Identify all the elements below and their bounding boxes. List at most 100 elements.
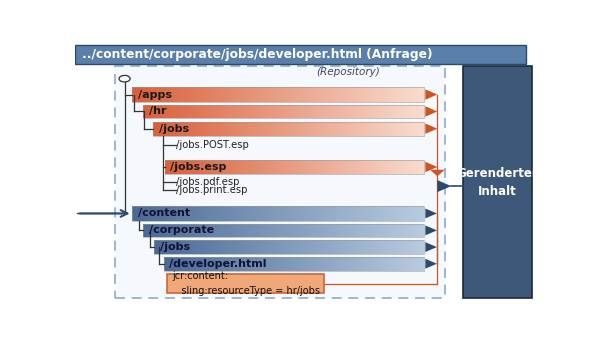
Bar <box>217 224 220 237</box>
Bar <box>299 240 303 254</box>
Bar <box>380 122 383 136</box>
Bar <box>380 87 384 102</box>
Bar <box>147 224 150 237</box>
Bar <box>393 240 397 254</box>
Bar <box>219 257 223 271</box>
Bar <box>361 105 364 118</box>
Bar <box>346 240 350 254</box>
Bar <box>249 87 253 102</box>
Bar <box>278 87 282 102</box>
Bar <box>378 257 381 271</box>
Bar <box>463 66 532 298</box>
Bar <box>326 122 329 136</box>
Bar <box>297 224 301 237</box>
Bar <box>164 257 424 271</box>
Bar <box>400 122 404 136</box>
Bar <box>231 105 235 118</box>
Bar <box>417 105 420 118</box>
Bar <box>185 224 189 237</box>
Bar <box>362 87 365 102</box>
Bar <box>404 122 407 136</box>
Bar <box>256 240 259 254</box>
Bar <box>336 240 340 254</box>
Bar <box>310 257 313 271</box>
Bar <box>395 257 398 271</box>
Text: Gerenderter
Inhalt: Gerenderter Inhalt <box>457 166 538 197</box>
Bar <box>223 87 227 102</box>
Bar <box>354 105 357 118</box>
Text: /jobs.print.esp: /jobs.print.esp <box>177 185 248 195</box>
Bar <box>150 105 153 118</box>
Bar <box>337 206 340 220</box>
Bar <box>401 257 404 271</box>
Bar <box>220 206 223 220</box>
Bar <box>177 122 180 136</box>
Bar <box>224 105 227 118</box>
Bar <box>362 206 365 220</box>
Bar <box>322 122 326 136</box>
Bar <box>170 122 174 136</box>
Bar <box>269 224 273 237</box>
Bar <box>203 105 207 118</box>
Bar <box>258 257 261 271</box>
Bar <box>185 105 189 118</box>
Bar <box>175 224 179 237</box>
Bar <box>268 122 272 136</box>
Bar <box>278 160 281 174</box>
Bar <box>370 122 373 136</box>
Bar <box>204 122 207 136</box>
Bar <box>311 87 315 102</box>
Bar <box>375 105 378 118</box>
Bar <box>319 105 322 118</box>
Bar <box>377 122 380 136</box>
Bar <box>395 87 398 102</box>
Bar <box>403 224 407 237</box>
Bar <box>272 240 276 254</box>
Bar <box>150 87 154 102</box>
Bar <box>306 122 309 136</box>
Bar <box>213 105 217 118</box>
Bar <box>253 160 256 174</box>
Bar <box>357 224 361 237</box>
Bar <box>205 87 209 102</box>
Bar <box>221 240 225 254</box>
Bar <box>391 206 395 220</box>
Bar <box>369 160 372 174</box>
Text: /jobs.POST.esp: /jobs.POST.esp <box>177 140 249 150</box>
Bar <box>420 122 424 136</box>
Bar <box>255 122 258 136</box>
Bar <box>181 160 184 174</box>
Bar <box>282 87 285 102</box>
Bar <box>280 224 284 237</box>
Bar <box>136 206 140 220</box>
Bar <box>209 206 213 220</box>
Bar <box>367 240 370 254</box>
Bar <box>154 206 158 220</box>
Bar <box>273 224 276 237</box>
Bar <box>286 240 289 254</box>
Bar <box>174 160 178 174</box>
Bar <box>285 206 289 220</box>
Bar <box>349 257 352 271</box>
Bar <box>210 257 213 271</box>
Bar <box>346 122 349 136</box>
Bar <box>271 87 275 102</box>
Bar <box>235 240 238 254</box>
Bar <box>414 122 417 136</box>
Bar <box>263 224 266 237</box>
Bar <box>276 224 280 237</box>
Bar <box>410 87 413 102</box>
Bar <box>372 160 376 174</box>
Bar <box>402 206 406 220</box>
Bar <box>213 224 217 237</box>
Bar <box>201 240 205 254</box>
Polygon shape <box>425 106 438 117</box>
Bar <box>199 257 203 271</box>
Bar <box>256 224 259 237</box>
Bar <box>356 240 360 254</box>
Bar <box>238 240 242 254</box>
Bar <box>238 105 241 118</box>
Bar <box>308 105 312 118</box>
Bar <box>319 122 322 136</box>
Bar <box>252 240 256 254</box>
